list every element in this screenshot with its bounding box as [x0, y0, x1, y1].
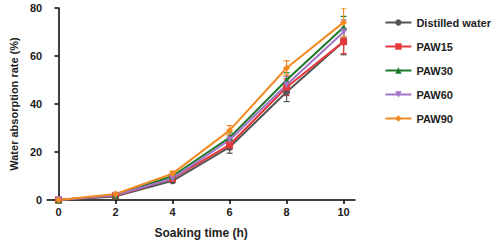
svg-text:8: 8	[284, 206, 290, 218]
svg-text:10: 10	[337, 206, 349, 218]
svg-text:60: 60	[30, 50, 42, 62]
svg-text:0: 0	[36, 194, 42, 206]
svg-text:2: 2	[112, 206, 118, 218]
svg-text:PAW60: PAW60	[416, 89, 452, 101]
svg-text:20: 20	[30, 146, 42, 158]
svg-text:4: 4	[169, 206, 176, 218]
svg-text:Soaking time (h): Soaking time (h)	[154, 226, 247, 240]
svg-text:80: 80	[30, 2, 42, 14]
svg-text:PAW90: PAW90	[416, 113, 452, 125]
svg-text:PAW15: PAW15	[416, 41, 452, 53]
svg-text:40: 40	[30, 98, 42, 110]
svg-text:0: 0	[55, 206, 61, 218]
svg-text:Water absorption rate (%): Water absorption rate (%)	[8, 37, 20, 171]
svg-text:Distilled water: Distilled water	[416, 17, 491, 29]
svg-text:6: 6	[227, 206, 233, 218]
svg-text:PAW30: PAW30	[416, 65, 452, 77]
